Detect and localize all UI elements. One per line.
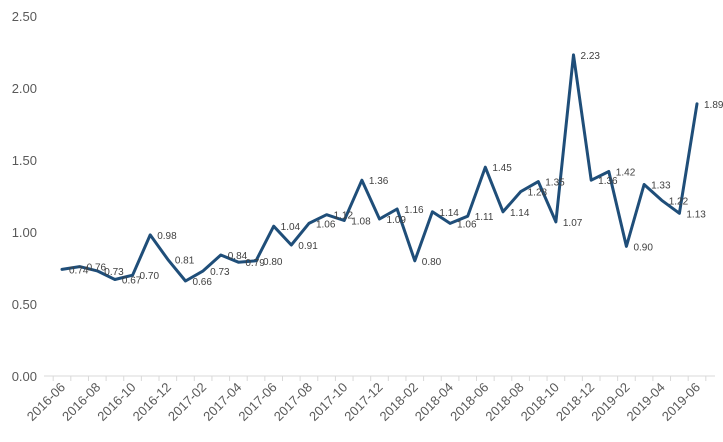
y-tick-label: 2.00: [12, 81, 37, 96]
data-label: 1.04: [281, 222, 301, 233]
data-label: 1.33: [651, 180, 671, 191]
data-label: 0.66: [192, 277, 212, 288]
x-tick-label: 2016-12: [130, 380, 174, 424]
x-tick-label: 2019-04: [623, 380, 667, 424]
data-label: 0.91: [298, 241, 318, 252]
data-label: 1.08: [351, 216, 371, 227]
x-tick-label: 2018-06: [447, 380, 491, 424]
x-tick-label: 2017-02: [165, 380, 209, 424]
y-tick-label: 0.00: [12, 369, 37, 384]
y-tick-label: 1.50: [12, 153, 37, 168]
x-tick-label: 2016-06: [24, 380, 68, 424]
x-tick-label: 2018-10: [518, 380, 562, 424]
data-label: 1.28: [528, 188, 548, 199]
data-label: 0.80: [263, 257, 283, 268]
x-tick-label: 2017-04: [200, 380, 244, 424]
y-tick-label: 0.50: [12, 297, 37, 312]
data-label: 0.70: [140, 271, 160, 282]
data-label: 1.13: [686, 209, 706, 220]
data-label: 2.23: [581, 51, 601, 62]
x-axis-tick-marks: [52, 376, 707, 381]
data-label: 0.90: [633, 242, 653, 253]
data-label: 0.80: [422, 257, 442, 268]
data-label: 1.36: [369, 176, 389, 187]
data-label: 1.11: [475, 212, 494, 223]
x-tick-label: 2018-04: [412, 380, 456, 424]
data-label: 1.07: [563, 218, 583, 229]
y-tick-label: 2.50: [12, 9, 37, 24]
data-label: 0.67: [122, 276, 142, 287]
x-tick-label: 2017-12: [341, 380, 385, 424]
data-label: 1.12: [334, 211, 354, 222]
data-label: 0.79: [245, 258, 265, 269]
x-tick-label: 2018-02: [377, 380, 421, 424]
data-label: 0.74: [69, 265, 89, 276]
data-label: 0.73: [210, 267, 230, 278]
data-label: 0.98: [157, 231, 177, 242]
data-label: 1.22: [669, 196, 689, 207]
data-label: 1.89: [704, 100, 723, 111]
x-tick-label: 2016-08: [59, 380, 103, 424]
data-label: 0.84: [228, 251, 248, 262]
data-label: 0.73: [104, 267, 124, 278]
data-label: 1.06: [316, 219, 336, 230]
data-label: 0.76: [87, 263, 107, 274]
data-label: 1.14: [510, 208, 530, 219]
x-tick-label: 2017-10: [306, 380, 350, 424]
data-label: 1.06: [457, 219, 477, 230]
x-axis-tick-labels: 2016-062016-082016-102016-122017-022017-…: [24, 380, 703, 424]
x-tick-label: 2017-06: [235, 380, 279, 424]
data-label: 1.36: [598, 176, 618, 187]
data-label: 1.35: [545, 178, 565, 189]
data-label: 1.16: [404, 205, 424, 216]
data-label: 1.45: [492, 163, 512, 174]
y-tick-label: 1.00: [12, 225, 37, 240]
x-tick-label: 2017-08: [271, 380, 315, 424]
data-labels: 0.740.760.730.670.700.980.810.660.730.84…: [69, 51, 723, 288]
series-line: [60, 53, 699, 283]
x-tick-label: 2019-06: [659, 380, 703, 424]
y-axis-tick-labels: 0.00 0.50 1.00 1.50 2.00 2.50: [12, 9, 37, 384]
data-label: 1.42: [616, 168, 636, 179]
data-label: 0.81: [175, 255, 195, 266]
x-tick-label: 2018-12: [553, 380, 597, 424]
x-tick-label: 2016-10: [94, 380, 138, 424]
data-label: 1.09: [387, 215, 407, 226]
x-tick-label: 2019-02: [588, 380, 632, 424]
data-label: 1.14: [439, 208, 459, 219]
x-tick-label: 2018-08: [482, 380, 526, 424]
